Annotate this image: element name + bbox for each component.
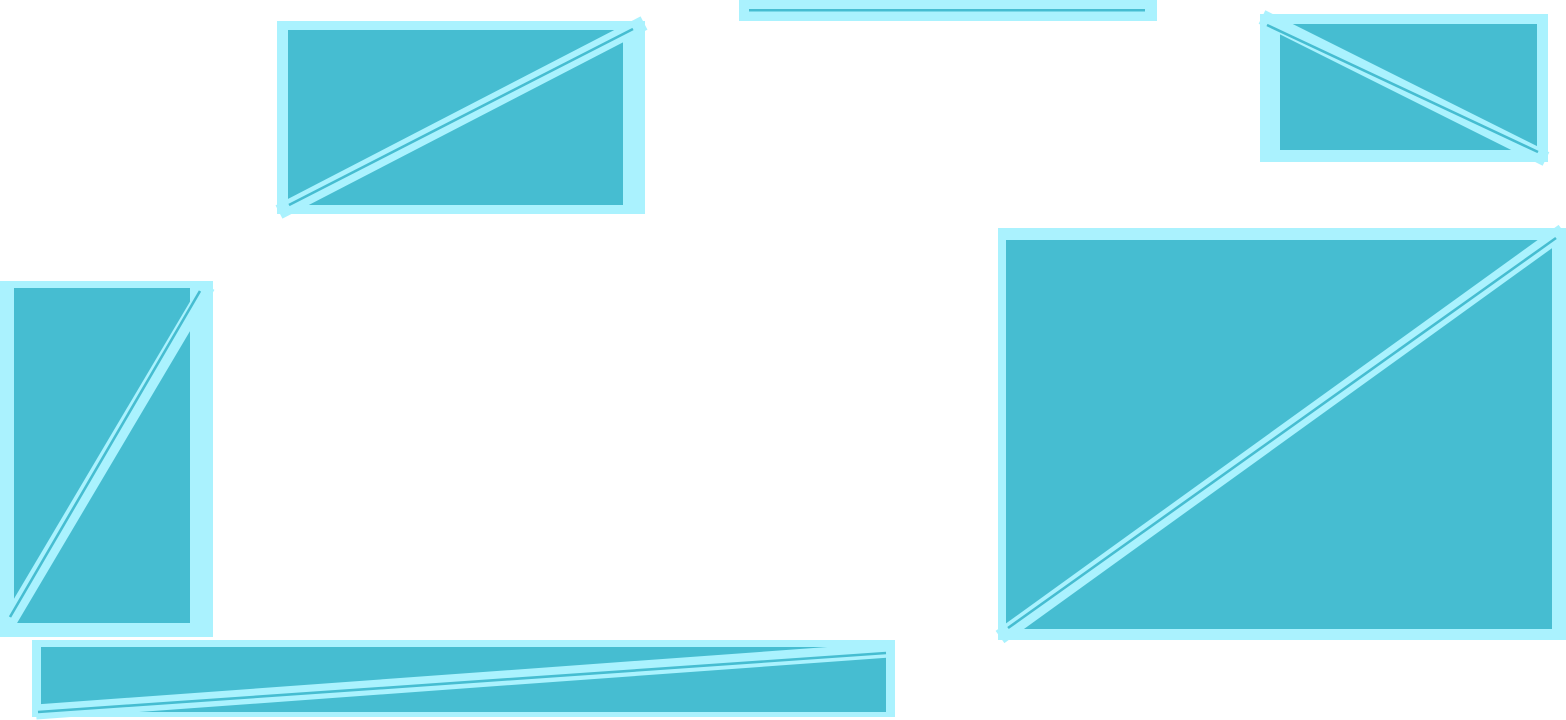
bar-bottom-diagonal-core: [37, 651, 887, 714]
rect-upper-right: [1258, 10, 1550, 166]
bar-top: [739, 0, 1157, 21]
rect-tall-left-diagonal-band: [0, 282, 215, 636]
bar-top-fill: [749, 9, 1145, 12]
rect-tall-left-diagonal-core: [8, 290, 202, 618]
rect-upper-left: [275, 16, 648, 219]
bar-bottom: [32, 640, 895, 720]
rect-tall-left: [0, 281, 215, 637]
rect-upper-left-diagonal-core: [288, 27, 634, 207]
rect-upper-right-diagonal-core: [1266, 23, 1539, 154]
rect-large-right: [995, 224, 1566, 644]
rect-large-right-diagonal-core: [1007, 236, 1557, 630]
